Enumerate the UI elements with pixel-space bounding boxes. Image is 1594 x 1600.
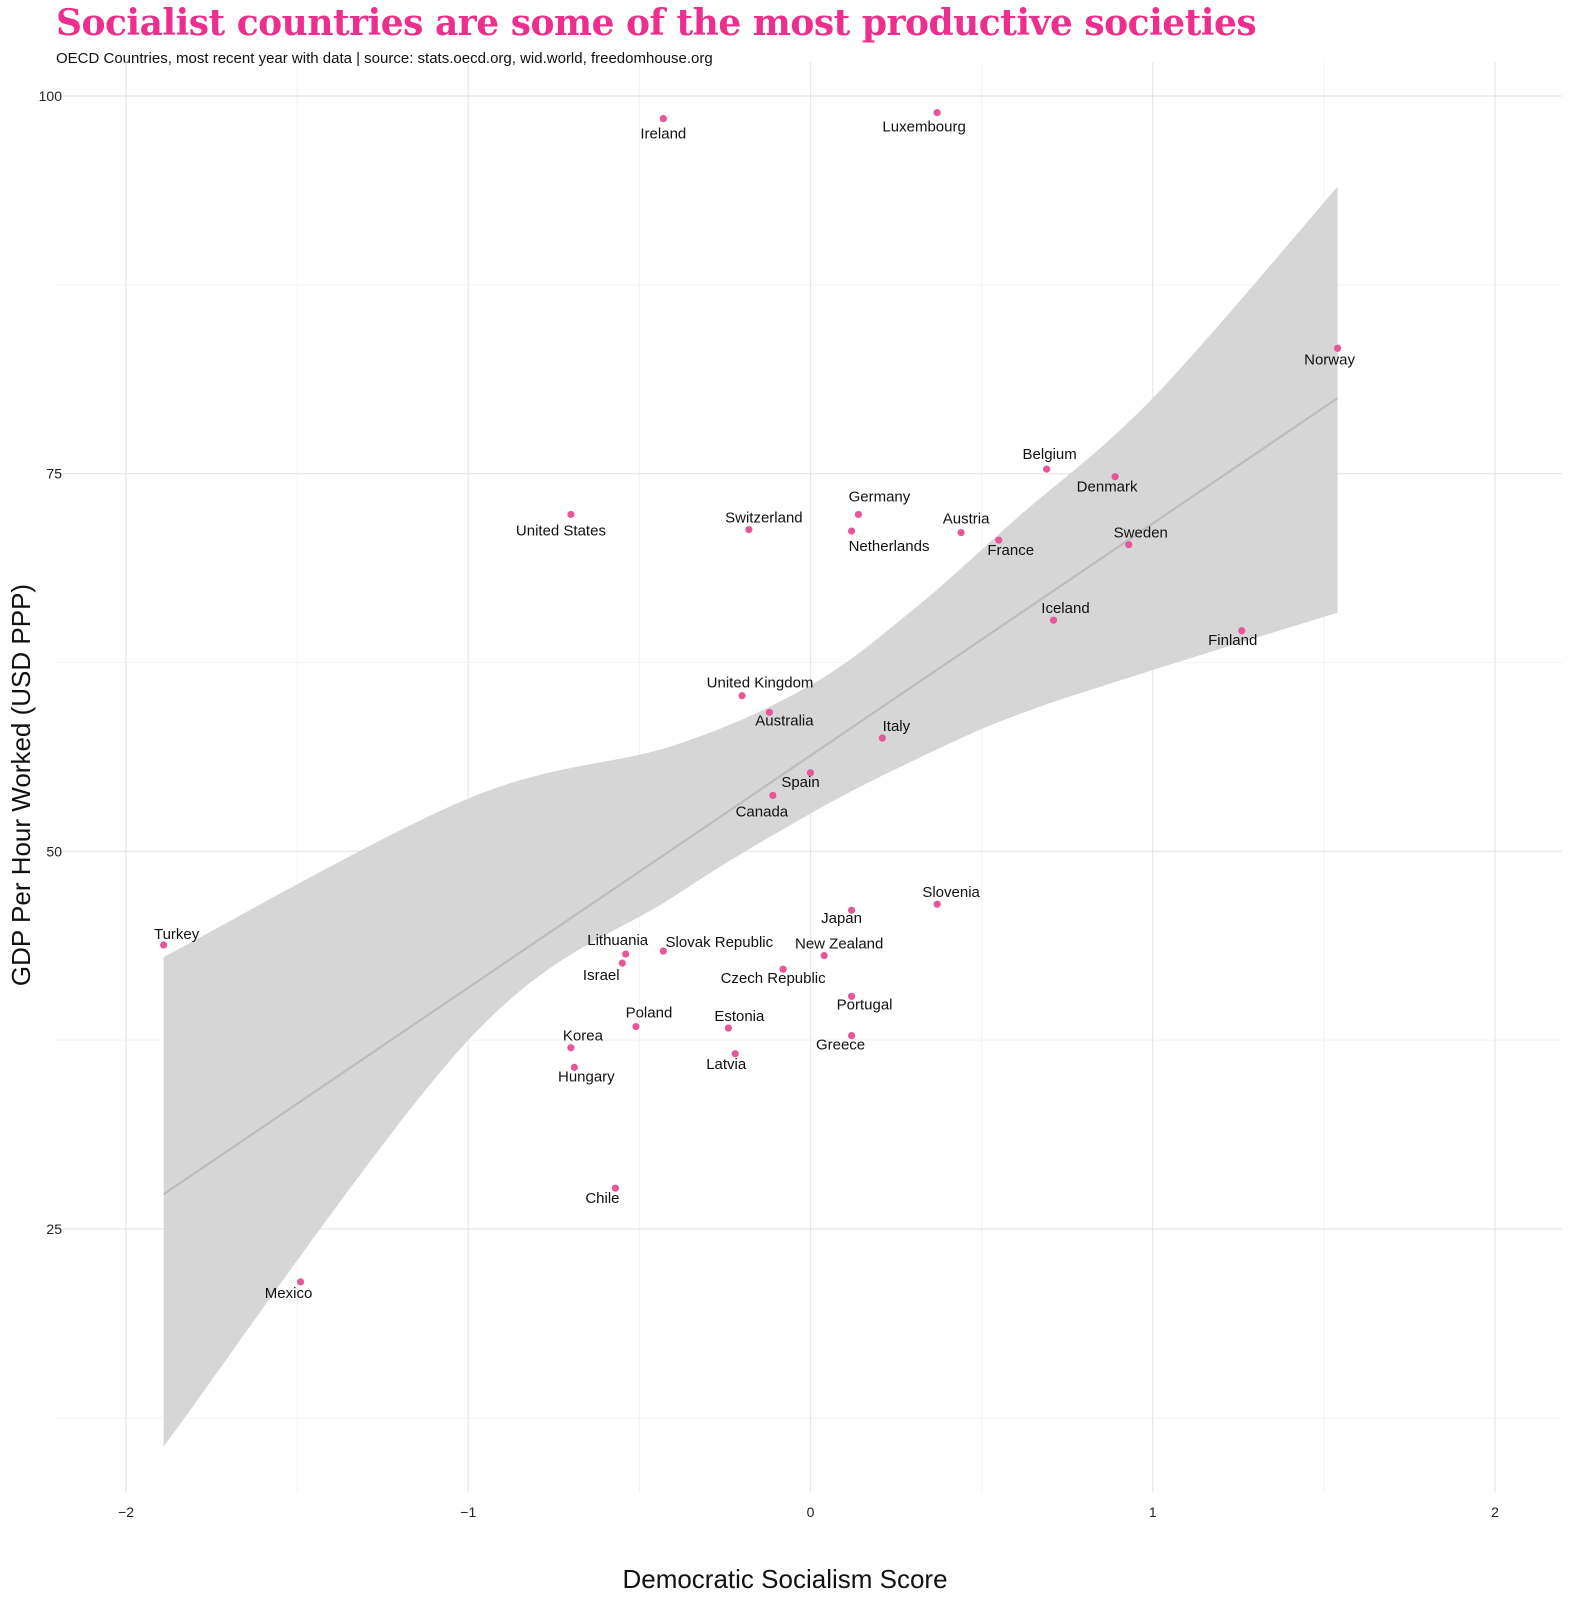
y-tick-label: 25 — [46, 1221, 62, 1237]
point-label: Slovak Republic — [666, 934, 774, 951]
x-tick-label: 0 — [807, 1504, 815, 1520]
point-new-zealand — [820, 951, 828, 960]
point-poland — [632, 1022, 640, 1031]
point-united-kingdom — [738, 692, 746, 700]
point-label: Australia — [755, 712, 814, 729]
point-label: Portugal — [837, 996, 893, 1013]
point-france — [995, 536, 1003, 544]
point-label: Lithuania — [587, 932, 649, 949]
point-austria — [957, 528, 965, 537]
point-label: Canada — [736, 803, 789, 820]
point-mexico — [296, 1278, 305, 1286]
point-label: Israel — [583, 967, 620, 984]
point-chile — [611, 1184, 620, 1192]
point-label: Greece — [816, 1037, 865, 1054]
point-luxembourg — [933, 109, 941, 117]
x-tick-label: −2 — [118, 1504, 134, 1520]
point-korea — [567, 1044, 575, 1052]
point-japan — [847, 906, 856, 914]
point-portugal — [847, 992, 856, 1000]
confidence-band-layer — [163, 186, 1339, 1447]
x-tick-label: 1 — [1149, 1504, 1157, 1520]
point-czech-republic — [779, 965, 787, 973]
chart-subtitle: OECD Countries, most recent year with da… — [56, 50, 713, 67]
point-label: Luxembourg — [882, 119, 965, 136]
point-united-states — [567, 510, 575, 519]
point-slovenia — [933, 900, 941, 908]
y-tick-label: 75 — [46, 466, 62, 482]
point-label: Japan — [821, 910, 862, 927]
x-tick-label: −1 — [460, 1504, 476, 1520]
point-belgium — [1043, 465, 1051, 473]
axis-tick-layer: −2 −1 0 1 2 25 50 75 100 — [39, 88, 1499, 1520]
y-tick-label: 100 — [39, 88, 63, 104]
point-label: Belgium — [1023, 446, 1077, 463]
point-finland — [1238, 627, 1246, 635]
point-label: France — [987, 542, 1034, 559]
point-label: New Zealand — [795, 936, 883, 953]
point-label: United States — [516, 522, 606, 539]
point-label: Switzerland — [725, 510, 803, 527]
point-slovak-republic — [659, 947, 667, 955]
point-label: Spain — [781, 774, 819, 791]
y-tick-label: 50 — [46, 843, 62, 859]
trend-line — [163, 397, 1339, 1196]
point-layer — [160, 109, 1342, 1286]
point-israel — [618, 959, 626, 967]
point-canada — [769, 791, 777, 800]
point-label: Poland — [626, 1005, 673, 1022]
point-italy — [878, 734, 886, 742]
point-label: Latvia — [706, 1056, 747, 1073]
chart-title: Socialist countries are some of the most… — [56, 2, 1257, 44]
point-label: Finland — [1208, 632, 1257, 649]
point-label: United Kingdom — [707, 675, 814, 692]
point-denmark — [1111, 473, 1119, 481]
point-ireland — [659, 115, 667, 123]
point-norway — [1333, 344, 1342, 352]
point-lithuania — [622, 950, 630, 958]
point-label: Turkey — [154, 926, 200, 943]
y-axis-title: GDP Per Hour Worked (USD PPP) — [6, 584, 36, 986]
point-label: Hungary — [558, 1068, 615, 1085]
point-germany — [854, 510, 863, 519]
point-label: Denmark — [1077, 479, 1138, 496]
x-tick-label: 2 — [1491, 1504, 1499, 1520]
point-label: Czech Republic — [721, 970, 827, 987]
point-label: Netherlands — [849, 538, 930, 555]
x-axis-title: Democratic Socialism Score — [622, 1564, 947, 1594]
point-switzerland — [745, 525, 753, 534]
point-label: Sweden — [1114, 525, 1168, 542]
point-label: Mexico — [265, 1285, 313, 1302]
point-greece — [847, 1032, 856, 1040]
point-turkey — [160, 941, 168, 949]
point-estonia — [724, 1024, 732, 1032]
point-sweden — [1125, 541, 1133, 549]
point-label: Germany — [849, 488, 911, 505]
point-label: Italy — [883, 718, 911, 735]
point-iceland — [1049, 616, 1058, 624]
point-label: Slovenia — [922, 884, 980, 901]
point-label: Austria — [943, 511, 990, 528]
point-label: Chile — [585, 1190, 619, 1207]
point-label: Ireland — [640, 126, 686, 143]
point-label: Norway — [1304, 351, 1355, 368]
point-label: Estonia — [714, 1008, 765, 1025]
confidence-band — [163, 186, 1338, 1447]
point-hungary — [570, 1063, 578, 1071]
point-label: Iceland — [1041, 600, 1089, 617]
point-spain — [806, 769, 815, 777]
point-netherlands — [847, 527, 856, 535]
point-latvia — [731, 1050, 739, 1058]
point-australia — [765, 708, 774, 716]
point-label: Korea — [563, 1028, 604, 1045]
